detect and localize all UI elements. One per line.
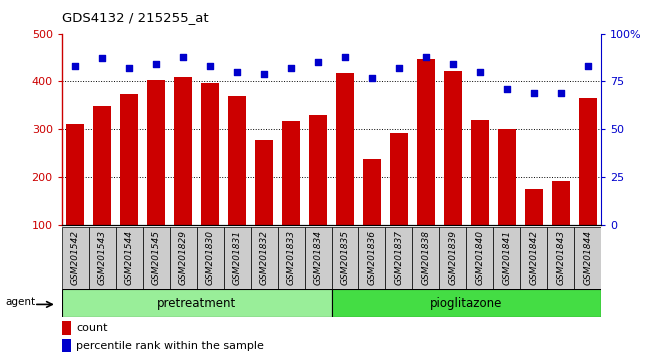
Point [448,61,458,67]
Bar [174,76,192,273]
Text: GSM201842: GSM201842 [529,230,538,285]
Bar [498,129,515,273]
Text: pioglitazone: pioglitazone [430,297,502,309]
Bar [66,124,84,273]
Bar [228,96,246,273]
Point [124,65,135,71]
Point [70,63,81,69]
Bar [493,227,521,289]
Text: GSM201837: GSM201837 [395,230,404,285]
Bar [521,227,547,289]
Bar [547,227,575,289]
Text: GSM201831: GSM201831 [233,230,242,285]
Text: GSM201542: GSM201542 [71,230,80,285]
Text: GSM201835: GSM201835 [341,230,350,285]
Point [367,75,377,80]
Bar [224,227,251,289]
Bar [363,159,381,273]
Text: GSM201839: GSM201839 [448,230,458,285]
Text: GSM201836: GSM201836 [367,230,376,285]
Bar [359,227,385,289]
Text: count: count [76,323,108,333]
Bar [278,227,304,289]
Text: GSM201833: GSM201833 [287,230,296,285]
Bar [579,98,597,273]
Text: GSM201843: GSM201843 [556,230,566,285]
Text: GSM201840: GSM201840 [475,230,484,285]
Bar [336,73,354,273]
Bar [62,339,72,352]
Bar [62,321,72,335]
Bar [88,227,116,289]
Text: GSM201838: GSM201838 [421,230,430,285]
Bar [120,94,138,273]
Text: GSM201829: GSM201829 [179,230,188,285]
Point [151,61,161,67]
Text: GSM201841: GSM201841 [502,230,512,285]
Point [286,65,296,71]
Bar [439,227,467,289]
Bar [575,227,601,289]
Text: GSM201832: GSM201832 [259,230,268,285]
Bar [282,121,300,273]
Bar [413,227,439,289]
Bar [62,289,332,317]
Point [232,69,242,75]
Bar [552,181,569,273]
Text: GSM201830: GSM201830 [205,230,214,285]
Bar [390,132,408,273]
Text: GSM201545: GSM201545 [151,230,161,285]
Bar [332,227,359,289]
Bar [148,80,165,273]
Text: GSM201543: GSM201543 [98,230,107,285]
Bar [251,227,278,289]
Point [259,71,269,76]
Bar [116,227,143,289]
Point [556,90,566,96]
Bar [202,83,219,273]
Text: pretreatment: pretreatment [157,297,236,309]
Point [205,63,215,69]
Point [502,86,512,92]
Bar [385,227,413,289]
Point [340,54,350,59]
Point [97,56,107,61]
Bar [471,120,489,273]
Bar [255,140,273,273]
Point [474,69,485,75]
Text: GSM201834: GSM201834 [313,230,322,285]
Bar [332,289,601,317]
Point [421,54,431,59]
Point [528,90,539,96]
Bar [304,227,332,289]
Bar [94,106,111,273]
Point [394,65,404,71]
Text: GDS4132 / 215255_at: GDS4132 / 215255_at [62,11,209,24]
Bar [525,189,543,273]
Bar [467,227,493,289]
Bar [62,227,88,289]
Text: agent: agent [5,297,35,307]
Text: percentile rank within the sample: percentile rank within the sample [76,341,264,350]
Text: GSM201844: GSM201844 [583,230,592,285]
Bar [170,227,196,289]
Point [178,54,188,59]
Bar [417,59,435,273]
Point [582,63,593,69]
Point [313,59,323,65]
Bar [444,71,462,273]
Bar [143,227,170,289]
Bar [196,227,224,289]
Bar [309,115,327,273]
Text: GSM201544: GSM201544 [125,230,134,285]
